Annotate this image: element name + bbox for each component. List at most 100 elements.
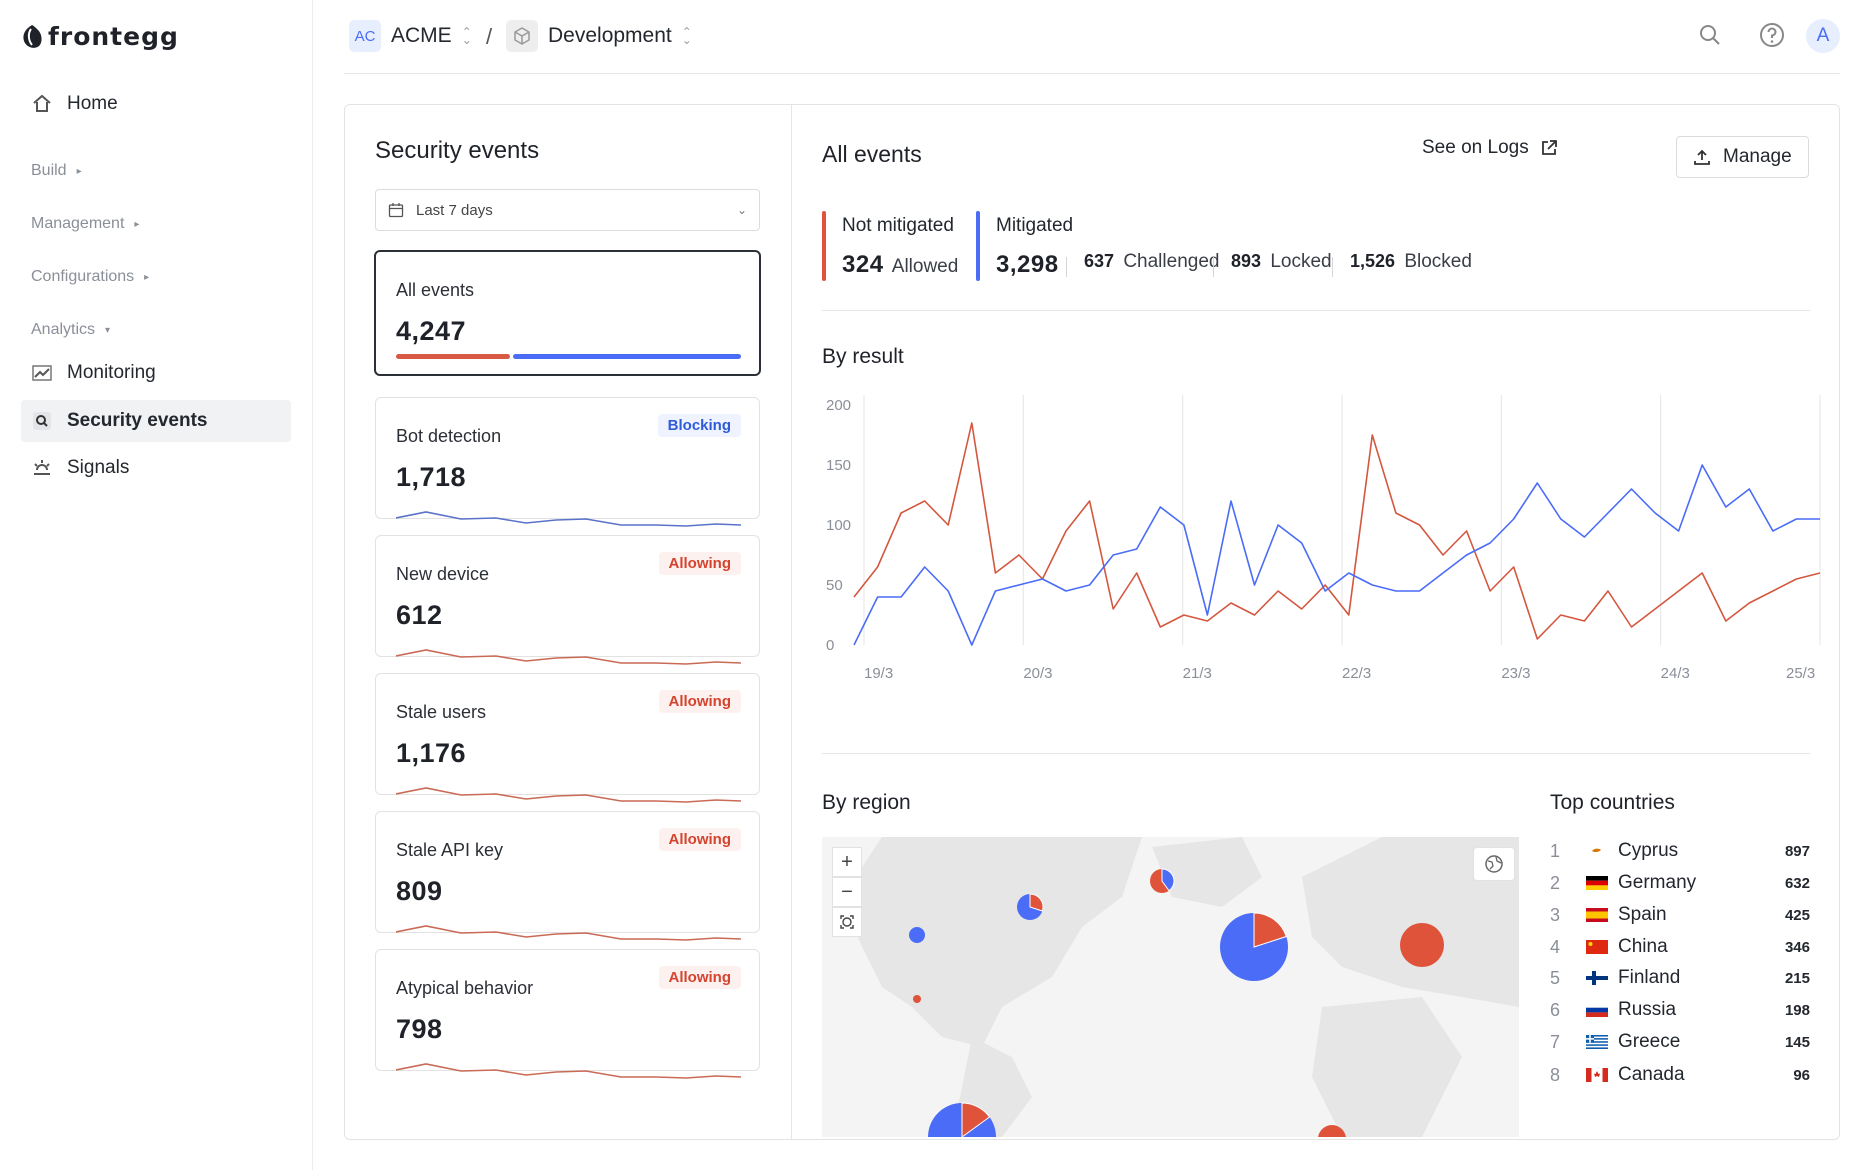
country-row[interactable]: 2 Germany 632 <box>1550 868 1810 898</box>
chevron-updown-icon: ⌃ ⌄ <box>461 25 472 47</box>
country-row[interactable]: 5 Finland 215 <box>1550 963 1810 993</box>
sidebar-group-build[interactable]: Build ▸ <box>31 162 82 180</box>
region-pie-layer <box>909 868 1444 1137</box>
country-count: 215 <box>1784 969 1810 987</box>
country-row[interactable]: 1 Cyprus 897 <box>1550 836 1810 866</box>
region-map[interactable]: + − <box>822 837 1519 1137</box>
manage-label: Manage <box>1723 146 1792 167</box>
blocked-value: 1,526 <box>1350 251 1396 271</box>
sidebar-item-security-events[interactable]: Security events <box>21 400 291 442</box>
x-tick-label: 25/3 <box>1786 665 1815 682</box>
region-pie[interactable] <box>928 1102 996 1137</box>
brand-logo[interactable]: frontegg <box>20 22 179 51</box>
caret-down-icon: ▾ <box>105 324 111 336</box>
country-rank: 1 <box>1550 840 1561 861</box>
country-name: China <box>1618 936 1668 957</box>
external-link-icon <box>1541 140 1557 155</box>
account-name: ACME <box>391 24 452 47</box>
country-row[interactable]: 4 China 346 <box>1550 932 1810 962</box>
country-count: 145 <box>1784 1033 1810 1051</box>
series-line-1 <box>853 464 1820 646</box>
reset-view-button[interactable] <box>832 907 862 937</box>
breadcrumb-separator: / <box>486 24 493 49</box>
not-mitigated-segment <box>396 354 510 359</box>
zoom-out-button[interactable]: − <box>832 877 862 907</box>
not-mitigated-value: 324 <box>842 251 884 278</box>
region-pie[interactable] <box>1220 912 1288 981</box>
country-row[interactable]: 6 Russia 198 <box>1550 995 1810 1025</box>
y-tick-label: 50 <box>826 577 843 594</box>
sidebar-item-signals[interactable]: Signals <box>21 447 291 489</box>
country-row[interactable]: 3 Spain 425 <box>1550 900 1810 930</box>
security-events-column: Security events Last 7 days ⌄ All events… <box>345 105 792 1139</box>
status-badge: Allowing <box>658 690 741 713</box>
spain-flag-icon <box>1586 908 1608 922</box>
region-pie[interactable] <box>909 927 925 943</box>
sidebar-item-home[interactable]: Home <box>21 83 291 125</box>
x-tick-label: 21/3 <box>1183 665 1212 682</box>
see-on-logs-link[interactable]: See on Logs <box>1422 137 1559 159</box>
help-icon[interactable] <box>1755 18 1789 52</box>
event-card-all[interactable]: All events 4,247 <box>374 250 761 376</box>
date-range-select[interactable]: Last 7 days ⌄ <box>375 189 760 231</box>
event-card[interactable]: Stale API key Allowing 809 <box>375 811 760 941</box>
card-title: Atypical behavior <box>396 978 534 998</box>
all-events-column: All events See on Logs Manage Not mitiga… <box>792 105 1839 1139</box>
date-range-value: Last 7 days <box>416 201 493 219</box>
china-flag-icon <box>1586 940 1608 954</box>
country-rank: 2 <box>1550 872 1561 893</box>
event-card[interactable]: Stale users Allowing 1,176 <box>375 673 760 803</box>
y-tick-label: 100 <box>826 517 851 534</box>
mitigation-split-bar <box>396 354 741 359</box>
country-count: 198 <box>1784 1001 1810 1019</box>
event-card[interactable]: New device Allowing 612 <box>375 535 760 665</box>
brand-name: frontegg <box>48 22 179 51</box>
card-title: Bot detection <box>396 426 502 446</box>
account-badge: AC <box>349 20 381 52</box>
chevron-updown-icon: ⌃ ⌄ <box>681 25 692 47</box>
event-card[interactable]: Bot detection Blocking 1,718 <box>375 397 760 527</box>
region-pie[interactable] <box>913 995 921 1003</box>
top-countries-title: Top countries <box>1550 791 1675 814</box>
pie-slice <box>1029 893 1044 912</box>
region-pie[interactable] <box>1400 923 1444 967</box>
locked-unit: Locked <box>1270 251 1332 272</box>
event-card[interactable]: Atypical behavior Allowing 798 <box>375 949 760 1079</box>
caret-right-icon: ▸ <box>76 165 82 177</box>
y-tick-label: 200 <box>826 397 851 414</box>
pie-slice <box>1253 912 1287 948</box>
sparkline <box>396 787 741 803</box>
sparkline <box>396 511 741 527</box>
environment-switcher[interactable]: Development ⌃ ⌄ <box>506 20 692 52</box>
zoom-in-button[interactable]: + <box>832 847 862 877</box>
top-bar: AC ACME ⌃ ⌄ / Development ⌃ ⌄ A <box>344 0 1840 74</box>
country-name: Finland <box>1618 967 1681 988</box>
sidebar-group-configurations[interactable]: Configurations ▸ <box>31 268 149 286</box>
divider <box>822 310 1810 311</box>
mitigated-label: Mitigated <box>996 215 1074 236</box>
region-pie[interactable] <box>1318 1125 1346 1137</box>
blocked-unit: Blocked <box>1404 251 1472 272</box>
country-rank: 8 <box>1550 1064 1561 1085</box>
globe-button[interactable] <box>1473 847 1515 881</box>
region-pie[interactable] <box>1017 893 1044 920</box>
card-title: Stale API key <box>396 840 504 860</box>
sparkline <box>396 649 741 665</box>
avatar[interactable]: A <box>1806 19 1840 53</box>
divider <box>822 753 1810 754</box>
account-switcher[interactable]: AC ACME ⌃ ⌄ <box>349 20 472 52</box>
country-row[interactable]: 7 Greece 145 <box>1550 1027 1810 1057</box>
upload-icon <box>1694 149 1710 165</box>
manage-button[interactable]: Manage <box>1676 136 1809 178</box>
region-pie[interactable] <box>1150 868 1175 893</box>
sidebar-item-monitoring[interactable]: Monitoring <box>21 352 291 394</box>
sidebar-group-management[interactable]: Management ▸ <box>31 215 139 233</box>
pie-base <box>913 995 921 1003</box>
search-icon[interactable] <box>1693 18 1727 52</box>
not-mitigated-unit: Allowed <box>891 256 959 277</box>
country-row[interactable]: 8 Canada 96 <box>1550 1060 1810 1090</box>
recenter-icon <box>840 915 854 929</box>
sidebar-group-analytics[interactable]: Analytics ▾ <box>31 321 110 339</box>
sidebar-group-label: Build <box>31 162 67 179</box>
card-value: 4,247 <box>396 316 467 346</box>
